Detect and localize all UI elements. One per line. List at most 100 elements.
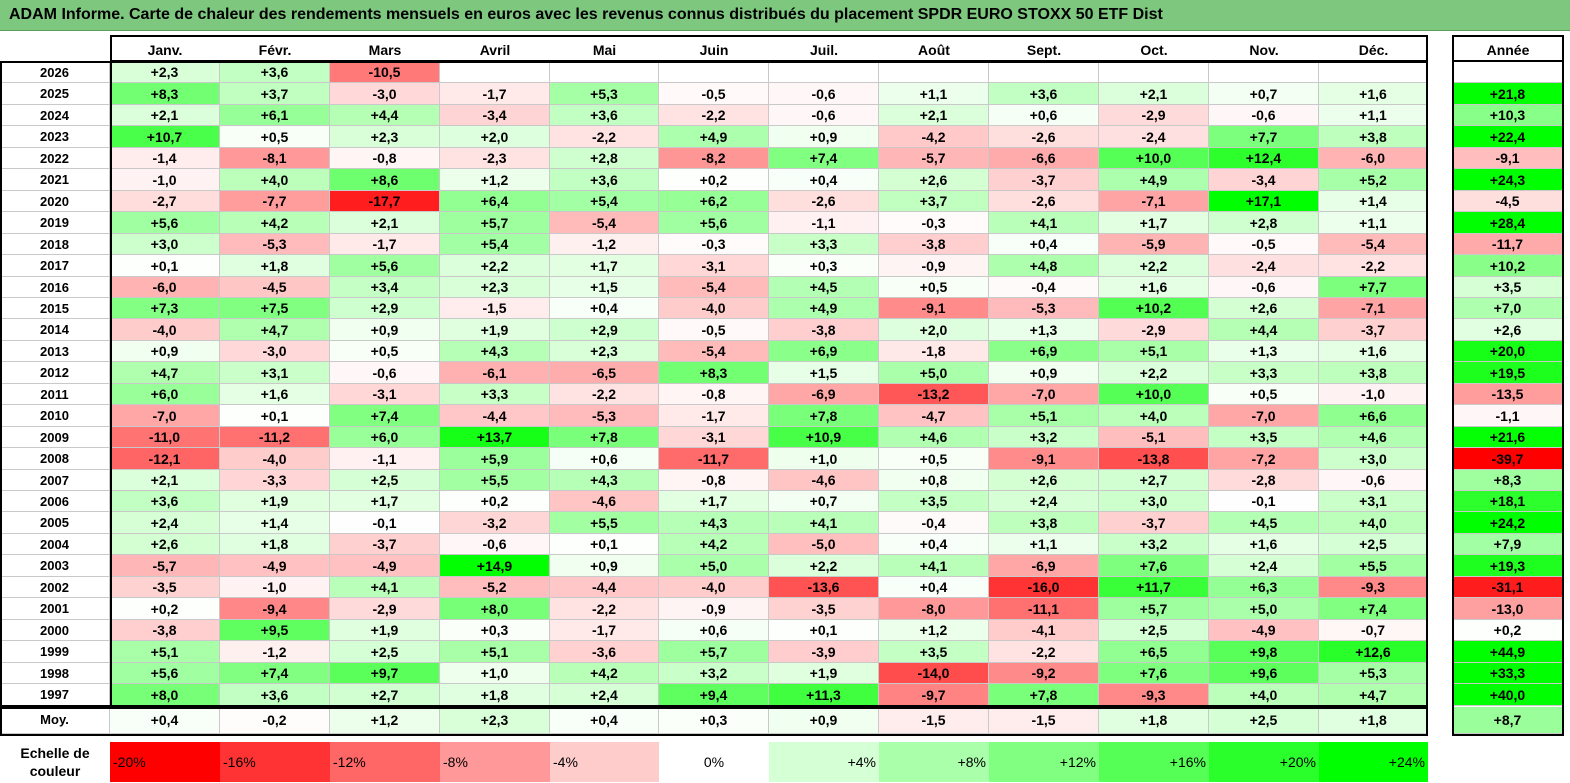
heat-cell: +2,4	[110, 512, 220, 534]
heat-cell: +2,6	[989, 470, 1099, 491]
heat-cell: +0,2	[440, 491, 550, 512]
heat-cell	[1099, 62, 1209, 83]
color-scale-label: Echelle de couleur	[0, 742, 110, 782]
heat-cell: -5,7	[879, 148, 989, 169]
heat-cell: +0,5	[220, 126, 330, 148]
heat-cell: +2,6	[879, 169, 989, 191]
heat-cell: +5,7	[440, 212, 550, 234]
heat-cell: +2,5	[330, 641, 440, 663]
average-cell: +1,8	[1099, 706, 1209, 734]
heat-cell: -0,4	[989, 277, 1099, 298]
heat-cell: +4,5	[1209, 512, 1319, 534]
heat-cell: +5,6	[330, 255, 440, 277]
heat-cell: +2,1	[110, 105, 220, 126]
heat-cell: +5,1	[1099, 341, 1209, 362]
heat-cell	[769, 62, 879, 83]
annual-cell: -13,5	[1452, 384, 1564, 405]
heat-cell: +4,1	[330, 577, 440, 598]
heat-cell: +4,7	[1319, 684, 1428, 706]
heat-cell: +7,8	[550, 427, 659, 448]
heat-cell: +4,7	[220, 319, 330, 341]
annual-cell: -11,7	[1452, 234, 1564, 255]
heat-cell: +5,3	[1319, 663, 1428, 684]
heat-cell	[989, 62, 1099, 83]
month-header: Juin	[699, 41, 729, 58]
heat-cell: +0,2	[110, 598, 220, 620]
heat-cell: -9,2	[989, 663, 1099, 684]
heat-cell: -7,7	[220, 191, 330, 212]
annual-cell: +3,5	[1452, 277, 1564, 298]
heat-cell: +4,5	[769, 277, 879, 298]
heat-cell	[1319, 62, 1428, 83]
heat-cell: -4,1	[989, 620, 1099, 641]
heat-cell: +4,0	[1319, 512, 1428, 534]
average-cell: +0,3	[659, 706, 769, 734]
heat-cell: -1,0	[110, 169, 220, 191]
heat-cell: -1,1	[769, 212, 879, 234]
heat-cell: +8,0	[440, 598, 550, 620]
color-scale-swatch: +16%	[1099, 742, 1209, 782]
annual-cell: -1,1	[1452, 405, 1564, 427]
heat-cell: -13,8	[1099, 448, 1209, 470]
annual-cell: -4,5	[1452, 191, 1564, 212]
heat-cell: +8,0	[110, 684, 220, 706]
heat-cell: -3,8	[769, 319, 879, 341]
heat-cell: +9,8	[1209, 641, 1319, 663]
heat-cell: -4,7	[879, 405, 989, 427]
heat-cell: -0,8	[659, 470, 769, 491]
heat-cell: -6,1	[440, 362, 550, 384]
heat-cell: +9,5	[220, 620, 330, 641]
heat-cell: -3,7	[1099, 512, 1209, 534]
annual-cell: +8,3	[1452, 470, 1564, 491]
heat-cell	[659, 62, 769, 83]
year-label: 2020	[0, 191, 110, 212]
heat-cell: -0,3	[659, 234, 769, 255]
heat-cell: -0,1	[1209, 491, 1319, 512]
annual-cell: +2,6	[1452, 319, 1564, 341]
heat-cell: +1,2	[879, 620, 989, 641]
heat-cell: +2,7	[1099, 470, 1209, 491]
heat-cell: -3,3	[220, 470, 330, 491]
heat-cell: +1,6	[1099, 277, 1209, 298]
heat-cell: +2,6	[1209, 298, 1319, 319]
color-scale-swatch: -8%	[440, 742, 550, 782]
annual-cell: +44,9	[1452, 641, 1564, 663]
heat-cell: +2,0	[440, 126, 550, 148]
heat-cell: +4,9	[659, 126, 769, 148]
heat-cell: -5,3	[550, 405, 659, 427]
year-label: 2000	[0, 620, 110, 641]
annual-cell	[1452, 62, 1564, 83]
average-cell: +0,4	[550, 706, 659, 734]
heat-cell: +2,3	[330, 126, 440, 148]
heat-cell: -0,6	[440, 534, 550, 555]
month-header: Janv.	[147, 41, 183, 58]
heat-cell: +5,1	[440, 641, 550, 663]
annual-cell: +10,3	[1452, 105, 1564, 126]
heat-cell: +7,8	[769, 405, 879, 427]
color-scale-swatch: -12%	[330, 742, 440, 782]
year-label: 2025	[0, 83, 110, 105]
average-cell: -1,5	[989, 706, 1099, 734]
heat-cell: -1,2	[220, 641, 330, 663]
heat-cell: -16,0	[989, 577, 1099, 598]
heat-cell	[879, 62, 989, 83]
heat-cell: +2,9	[330, 298, 440, 319]
heat-cell: +0,9	[550, 555, 659, 577]
heat-cell: +3,8	[989, 512, 1099, 534]
heat-cell: +7,4	[220, 663, 330, 684]
heat-cell: -5,4	[550, 212, 659, 234]
heat-cell: +5,4	[550, 191, 659, 212]
heat-cell: +1,0	[769, 448, 879, 470]
month-header: Oct.	[1140, 41, 1168, 58]
heat-cell: -1,2	[550, 234, 659, 255]
heat-cell: -5,4	[1319, 234, 1428, 255]
heat-cell: -3,8	[110, 620, 220, 641]
heat-cell: -0,9	[659, 598, 769, 620]
heat-cell: +1,2	[440, 169, 550, 191]
heat-cell: +8,6	[330, 169, 440, 191]
heat-cell: -1,4	[110, 148, 220, 169]
heat-cell: +0,9	[769, 126, 879, 148]
color-scale-swatch: -20%	[110, 742, 220, 782]
heat-cell: -0,1	[330, 512, 440, 534]
year-label: 2010	[0, 405, 110, 427]
